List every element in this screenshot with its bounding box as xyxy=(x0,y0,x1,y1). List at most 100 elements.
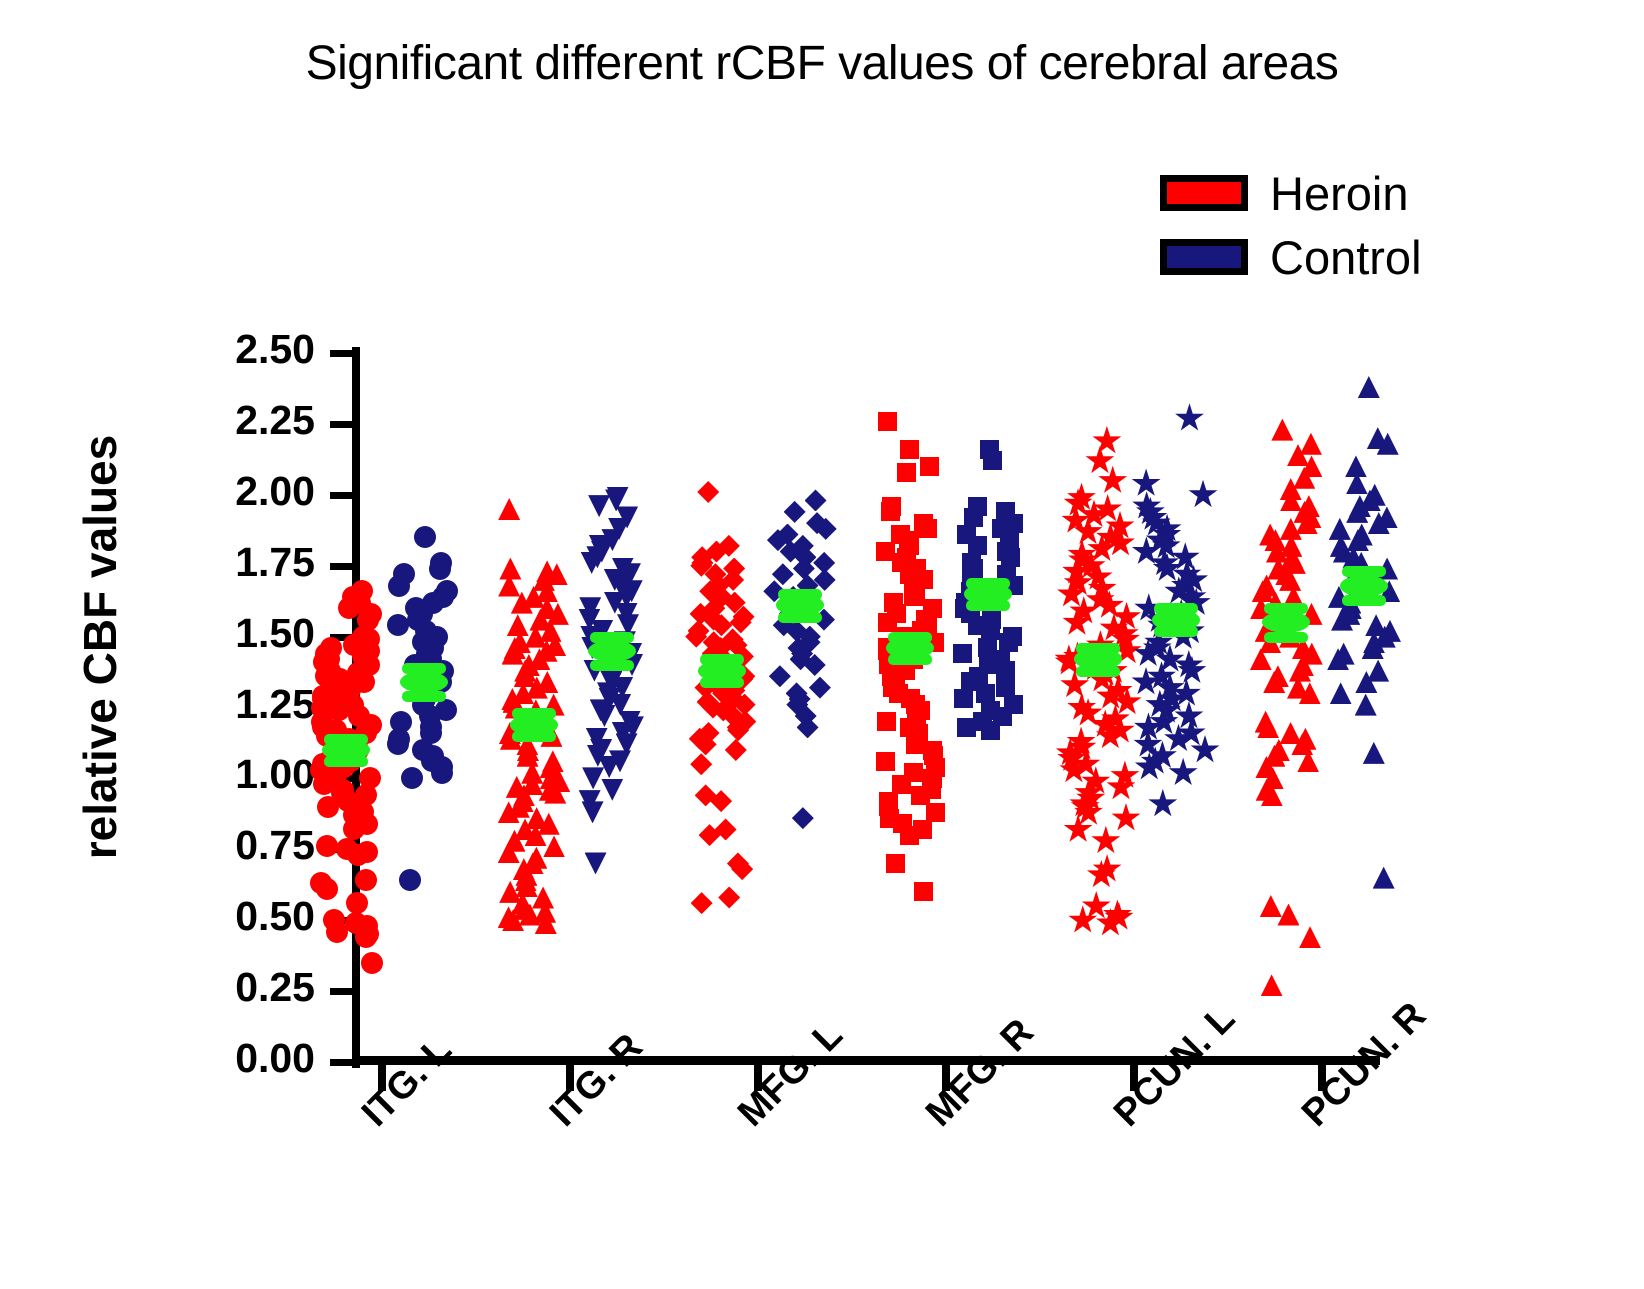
mean-error-bar-cap xyxy=(590,631,634,643)
data-point-square xyxy=(899,825,919,845)
data-point-square xyxy=(903,587,923,607)
data-point-circle xyxy=(430,761,453,784)
data-point-square xyxy=(995,678,1015,698)
x-axis-tick-label: MFG. L xyxy=(730,1013,851,1135)
data-point-square xyxy=(964,507,984,527)
data-point-square xyxy=(881,502,901,522)
y-axis-tick-label: 1.25 xyxy=(235,680,315,727)
legend-swatch-control xyxy=(1160,239,1248,275)
data-point-triangle-up xyxy=(1279,722,1302,745)
data-point-star xyxy=(1175,403,1204,431)
data-point-square xyxy=(900,439,920,459)
y-axis-tick-label: 1.00 xyxy=(235,751,315,798)
data-point-square xyxy=(891,774,911,794)
mean-marker xyxy=(964,583,1012,606)
data-point-diamond xyxy=(796,716,819,739)
y-axis-tick-label: 1.75 xyxy=(235,538,315,585)
data-point-square xyxy=(914,882,934,902)
data-point-circle xyxy=(360,951,383,974)
data-point-circle xyxy=(359,767,382,790)
data-point-square xyxy=(995,661,1015,681)
data-point-diamond xyxy=(690,892,713,915)
data-point-diamond xyxy=(710,614,733,637)
data-point-triangle-up xyxy=(1329,682,1352,705)
data-point-triangle-down xyxy=(582,767,605,790)
data-point-square xyxy=(876,542,896,562)
data-point-square xyxy=(968,536,988,556)
mean-marker xyxy=(1262,611,1310,634)
data-point-diamond xyxy=(710,790,733,813)
data-point-triangle-up xyxy=(499,557,522,580)
data-point-square xyxy=(961,672,981,692)
data-point-triangle-down xyxy=(588,495,611,518)
page-title: Significant different rCBF values of cer… xyxy=(305,37,1339,90)
data-point-square xyxy=(877,712,897,732)
data-point-diamond xyxy=(690,554,713,577)
y-axis-tick-label: 2.50 xyxy=(235,326,315,372)
x-axis-line xyxy=(352,1056,1380,1065)
data-point-triangle-down xyxy=(581,801,604,824)
x-axis-tick xyxy=(1318,1065,1326,1091)
data-point-circle xyxy=(399,869,422,892)
data-point-diamond xyxy=(783,500,806,523)
data-point-star xyxy=(1177,655,1207,683)
data-point-circle xyxy=(428,557,451,580)
data-point-square xyxy=(956,717,976,737)
data-point-triangle-down xyxy=(601,778,624,801)
data-point-circle xyxy=(355,926,378,949)
data-point-circle xyxy=(387,614,410,637)
y-axis-tick-label: 2.00 xyxy=(235,467,315,514)
data-point-diamond xyxy=(814,517,837,540)
y-axis-tick-label: 0.25 xyxy=(235,964,315,1011)
data-point-star xyxy=(1188,479,1218,508)
data-point-square xyxy=(918,519,938,539)
y-axis-tick xyxy=(330,633,354,641)
data-point-square xyxy=(886,853,906,873)
y-axis-tick xyxy=(330,491,354,499)
y-axis-tick xyxy=(330,420,354,428)
data-point-circle xyxy=(317,795,340,818)
data-point-diamond xyxy=(694,733,717,756)
data-point-square xyxy=(976,683,996,703)
data-point-square xyxy=(920,456,940,476)
y-axis-tick xyxy=(330,1059,354,1066)
data-point-diamond xyxy=(723,591,746,614)
mean-error-bar-cap xyxy=(402,691,446,703)
data-point-star xyxy=(1063,814,1093,842)
mean-marker xyxy=(1340,574,1388,597)
data-point-diamond xyxy=(771,563,794,586)
data-point-triangle-up xyxy=(506,614,529,637)
data-point-star xyxy=(1111,803,1141,831)
data-point-triangle-up xyxy=(1299,432,1322,455)
mean-error-bar-cap xyxy=(512,730,556,742)
data-point-circle xyxy=(387,574,410,597)
data-point-square xyxy=(980,720,1000,740)
data-point-diamond xyxy=(729,611,752,634)
mean-marker xyxy=(588,639,636,662)
data-point-circle xyxy=(413,526,436,549)
data-point-circle xyxy=(356,608,379,631)
legend-label-heroin: Heroin xyxy=(1270,166,1409,220)
data-point-circle xyxy=(419,722,442,745)
mean-error-bar-cap xyxy=(888,654,932,666)
data-point-square xyxy=(896,462,916,482)
y-axis-tick xyxy=(330,350,354,357)
data-point-star xyxy=(1085,445,1115,474)
data-point-star xyxy=(1168,757,1198,786)
mean-marker xyxy=(400,670,448,693)
x-axis-tick xyxy=(754,1065,762,1091)
data-point-star xyxy=(1092,425,1122,454)
data-point-square xyxy=(926,802,946,822)
y-axis-title: relative CBF values xyxy=(74,434,126,860)
data-point-triangle-up xyxy=(1279,489,1302,512)
data-point-diamond xyxy=(718,886,741,909)
x-axis-tick xyxy=(1130,1065,1138,1091)
data-point-star xyxy=(1098,465,1128,493)
data-point-circle xyxy=(327,699,350,722)
data-point-circle xyxy=(312,773,335,796)
legend-item-control: Control xyxy=(1160,229,1580,285)
y-axis-tick xyxy=(330,562,354,570)
data-point-square xyxy=(1000,547,1020,567)
data-point-diamond xyxy=(733,693,756,716)
